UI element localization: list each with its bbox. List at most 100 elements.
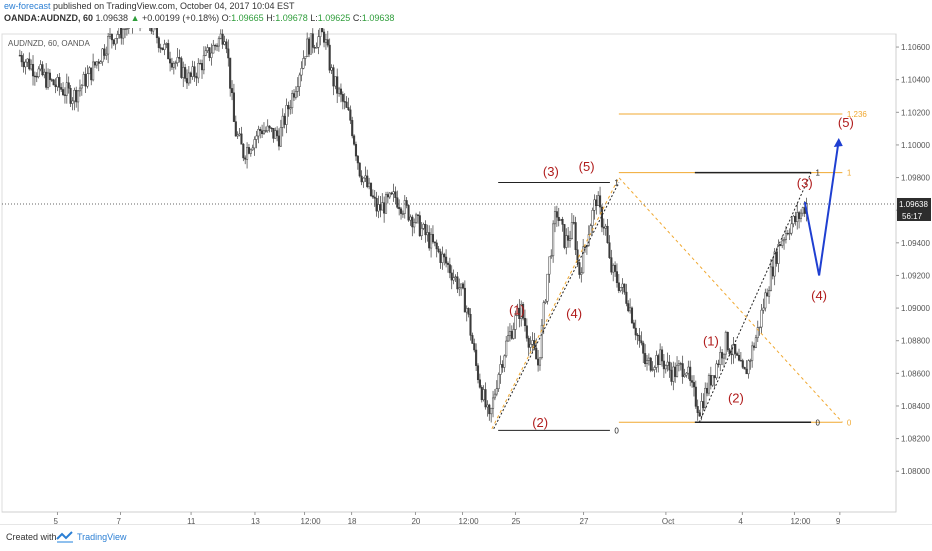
candle-body bbox=[66, 83, 68, 96]
candle-body bbox=[768, 290, 770, 296]
candle-body bbox=[646, 360, 648, 363]
x-tick-label: 18 bbox=[348, 517, 357, 524]
candle-body bbox=[295, 91, 297, 97]
candle-body bbox=[798, 213, 800, 219]
candle-body bbox=[177, 57, 179, 62]
candle-body bbox=[659, 350, 661, 365]
candle-body bbox=[340, 89, 342, 94]
candle-body bbox=[40, 65, 42, 69]
candle-body bbox=[212, 45, 214, 53]
y-tick-label: 1.10600 bbox=[901, 43, 930, 52]
candle-body bbox=[530, 344, 532, 347]
candle-body bbox=[336, 77, 338, 94]
candle-body bbox=[451, 273, 453, 280]
candle-body bbox=[329, 45, 331, 70]
candle-body bbox=[47, 73, 49, 87]
candle-body bbox=[494, 394, 496, 398]
candle-body bbox=[124, 29, 126, 30]
candle-body bbox=[622, 284, 624, 287]
candle-body bbox=[62, 89, 64, 94]
candle-body bbox=[663, 361, 665, 369]
candle-body bbox=[672, 367, 674, 381]
candle-body bbox=[796, 213, 798, 222]
candle-body bbox=[359, 163, 361, 176]
candle-body bbox=[104, 49, 106, 56]
y-tick-label: 1.10200 bbox=[901, 108, 930, 117]
candle-body bbox=[59, 77, 61, 87]
candle-body bbox=[599, 196, 601, 207]
candle-body bbox=[323, 32, 325, 42]
y-tick-label: 1.09400 bbox=[901, 239, 930, 248]
candle-body bbox=[789, 233, 791, 234]
candle-body bbox=[742, 361, 744, 368]
candle-body bbox=[199, 63, 201, 64]
candle-body bbox=[464, 288, 466, 312]
candle-body bbox=[596, 200, 598, 206]
candle-body bbox=[398, 207, 400, 208]
candle-body bbox=[380, 205, 382, 211]
candle-body bbox=[496, 389, 498, 394]
candle-body bbox=[725, 332, 727, 354]
candle-body bbox=[582, 247, 584, 273]
candle-body bbox=[605, 226, 607, 228]
candle-body bbox=[562, 219, 564, 224]
candle-body bbox=[19, 55, 21, 56]
author-link[interactable]: ew-forecast bbox=[4, 1, 51, 11]
candle-body bbox=[280, 127, 282, 146]
candle-body bbox=[729, 350, 731, 354]
candle-body bbox=[211, 53, 213, 58]
candle-body bbox=[239, 134, 241, 135]
candle-body bbox=[218, 38, 220, 46]
y-tick-label: 1.10400 bbox=[901, 76, 930, 85]
candle-body bbox=[650, 358, 652, 370]
candle-body bbox=[552, 224, 554, 256]
candle-body bbox=[94, 62, 96, 65]
x-tick-label: 11 bbox=[187, 517, 196, 524]
candle-body bbox=[381, 203, 383, 210]
candle-body bbox=[419, 216, 421, 236]
candle-body bbox=[28, 59, 30, 69]
candle-body bbox=[776, 252, 778, 264]
last-price: 1.09638 bbox=[96, 13, 129, 23]
candle-body bbox=[719, 352, 721, 364]
low-value: 1.09625 bbox=[318, 13, 351, 23]
candle-body bbox=[438, 249, 440, 252]
candle-body bbox=[740, 360, 742, 361]
wave-label: (5) bbox=[838, 115, 854, 130]
candle-body bbox=[693, 382, 695, 387]
candle-body bbox=[744, 367, 746, 369]
candle-body bbox=[710, 375, 712, 385]
candle-body bbox=[706, 388, 708, 393]
candle-body bbox=[254, 139, 256, 147]
candle-body bbox=[447, 263, 449, 264]
candle-body bbox=[274, 131, 276, 139]
open-value: 1.09665 bbox=[231, 13, 264, 23]
tradingview-logo-icon[interactable] bbox=[56, 530, 74, 544]
candle-body bbox=[415, 215, 417, 223]
candle-body bbox=[680, 363, 682, 364]
candle-body bbox=[565, 236, 567, 248]
candle-body bbox=[665, 365, 667, 368]
candle-body bbox=[366, 176, 368, 187]
candle-body bbox=[203, 55, 205, 70]
candle-body bbox=[289, 108, 291, 109]
candle-body bbox=[333, 68, 335, 86]
price-chart[interactable]: 1.080001.082001.084001.086001.088001.090… bbox=[0, 28, 932, 524]
y-tick-label: 1.10000 bbox=[901, 141, 930, 150]
y-tick-label: 1.08000 bbox=[901, 467, 930, 476]
candle-body bbox=[718, 364, 720, 365]
candle-body bbox=[34, 76, 36, 77]
candle-body bbox=[498, 374, 500, 388]
candle-body bbox=[746, 369, 748, 374]
candle-body bbox=[314, 47, 316, 48]
candle-body bbox=[117, 34, 119, 38]
candle-body bbox=[353, 136, 355, 144]
candle-body bbox=[126, 28, 128, 29]
candle-body bbox=[703, 401, 705, 407]
candle-body bbox=[460, 284, 462, 288]
created-with-label: Created with bbox=[6, 532, 57, 542]
tradingview-brand[interactable]: TradingView bbox=[77, 532, 127, 542]
candle-body bbox=[331, 68, 333, 71]
candle-body bbox=[410, 217, 412, 220]
candle-body bbox=[68, 83, 70, 88]
